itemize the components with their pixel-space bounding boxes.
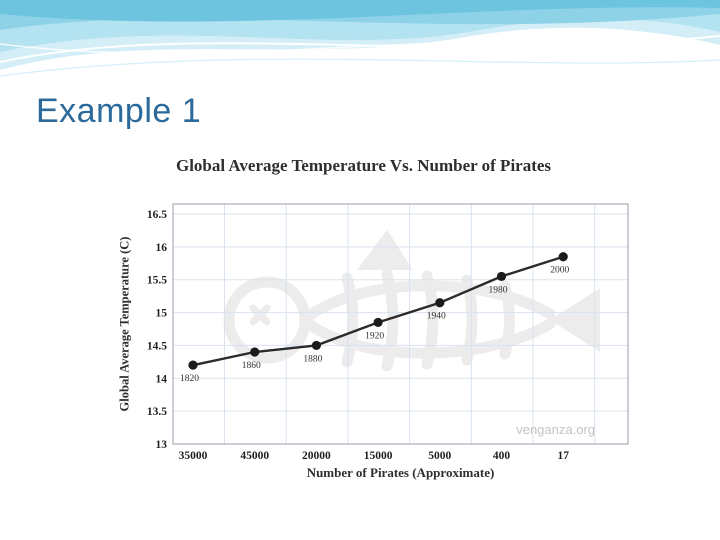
data-point	[311, 340, 321, 351]
x-tick-label: 400	[493, 450, 511, 462]
data-point	[496, 271, 507, 282]
x-tick-label: 35000	[179, 450, 208, 462]
wave-highlight-2	[0, 39, 720, 54]
plot-border	[172, 203, 629, 445]
point-label: 1880	[303, 354, 322, 364]
pirates-temperature-chart: Global Average Temperature Vs. Number of…	[95, 152, 632, 497]
x-tick-label: 5000	[428, 450, 451, 462]
data-point	[373, 317, 383, 328]
chart-title: Global Average Temperature Vs. Number of…	[175, 156, 552, 175]
y-tick-label: 16	[156, 242, 168, 254]
y-tick-label: 13	[156, 439, 168, 451]
data-point	[435, 298, 445, 308]
slide-title: Example 1	[36, 92, 202, 130]
point-label: 1940	[427, 312, 446, 322]
x-tick-label: 20000	[302, 450, 331, 462]
point-label: 2000	[550, 266, 569, 276]
point-label: 1920	[365, 331, 384, 341]
data-layer: 1820 1860 1880 1920 1940 1980 2000	[180, 252, 569, 384]
y-tick-label: 14	[156, 373, 168, 385]
point-label: 1980	[489, 285, 508, 295]
x-tick-label: 45000	[240, 450, 269, 462]
point-label: 1860	[242, 361, 261, 371]
wave-layer-4	[0, 0, 720, 22]
x-axis-label: Number of Pirates (Approximate)	[306, 465, 495, 480]
wave-decoration	[0, 0, 720, 88]
point-label: 1820	[180, 374, 199, 384]
watermark-text: venganza.org	[516, 422, 595, 437]
wave-highlight-3	[0, 58, 720, 77]
y-tick-label: 15	[156, 308, 168, 320]
x-tick-label: 15000	[364, 450, 393, 462]
data-point	[558, 252, 568, 262]
y-tick-label: 16.5	[147, 209, 167, 221]
data-point	[188, 360, 198, 370]
x-tick-label: 17	[557, 450, 569, 462]
wave-highlight-1	[0, 35, 720, 63]
fish-skeleton-watermark-icon	[223, 230, 600, 372]
y-tick-label: 13.5	[147, 406, 167, 418]
data-point	[250, 347, 260, 357]
y-tick-label: 15.5	[147, 275, 167, 287]
axis-layer: 16.5 16 15.5 15 14.5 14 13.5 13 35000 45000 20000 1…	[147, 203, 629, 462]
y-tick-label: 14.5	[147, 340, 167, 352]
